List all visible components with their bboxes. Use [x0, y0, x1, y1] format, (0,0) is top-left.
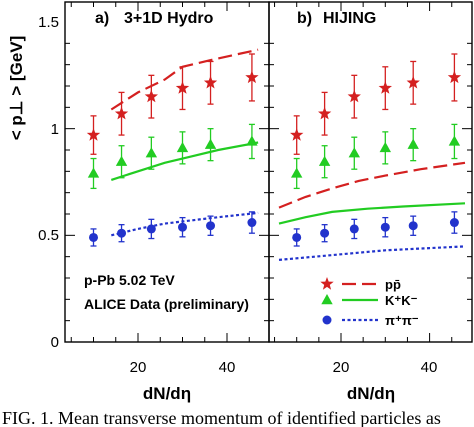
panel-a-label: a) — [95, 10, 109, 27]
pion-data-point — [89, 232, 98, 242]
pion-data-point — [349, 224, 359, 234]
kaon-data-point — [246, 135, 258, 146]
y-tick-label-1: 1 — [51, 121, 59, 138]
kaon-data-point — [379, 141, 391, 153]
proton-data-point — [290, 128, 304, 141]
panel-a-title: 3+1D Hydro — [124, 10, 214, 27]
proton-data-point — [318, 106, 332, 120]
pion-data-point — [247, 218, 257, 228]
pion-model-curve — [111, 211, 259, 237]
pion-data-point — [320, 228, 330, 238]
proton-model-curve — [278, 161, 466, 209]
pion-data-point — [146, 224, 156, 234]
pion-data-point — [178, 222, 187, 232]
panel-a-series — [86, 48, 259, 247]
kaon-data-point — [145, 147, 158, 158]
panel-b-x-tick-label-20: 20 — [333, 359, 350, 376]
panel-a-x-tick-label-40: 40 — [219, 359, 236, 376]
kaon-data-point — [291, 167, 303, 178]
pion-data-point — [449, 218, 459, 228]
proton-data-point — [144, 89, 158, 103]
kaon-data-point — [318, 155, 331, 166]
kaon-data-point — [204, 138, 217, 149]
pion-data-point — [380, 222, 390, 232]
panel-a-x-tick-label-20: 20 — [130, 359, 147, 376]
legend-symbol-proton — [320, 277, 378, 290]
panel-b-label: b) — [297, 10, 312, 27]
panel-b-x-axis-title: dN/dη — [347, 384, 395, 403]
y-tick-label-0: 0 — [51, 334, 59, 351]
proton-data-point — [447, 70, 462, 84]
kaon-model-curve — [278, 202, 466, 225]
data-source-note: ALICE Data (preliminary) — [84, 296, 249, 312]
proton-data-point — [114, 106, 129, 120]
proton-data-point — [347, 89, 361, 103]
proton-model-curve — [110, 48, 259, 111]
figure-caption: FIG. 1. Mean transverse momentum of iden… — [2, 408, 441, 427]
kaon-data-point — [448, 135, 461, 146]
kaon-data-point — [407, 138, 419, 149]
panel-b-title: HIJING — [323, 10, 376, 27]
legend-label-kaon: K⁺K⁻ — [385, 293, 418, 308]
kaon-data-point — [348, 147, 360, 158]
proton-data-point — [175, 81, 190, 94]
legend-symbol-kaon — [321, 294, 378, 305]
y-tick-label-1-5: 1.5 — [38, 14, 59, 31]
kaon-data-point — [176, 141, 189, 153]
proton-data-point — [378, 81, 392, 94]
collision-system-note: p-Pb 5.02 TeV — [84, 272, 175, 288]
pion-data-point — [117, 228, 127, 238]
panel-b-ticks — [269, 2, 472, 342]
panel-b-x-tick-label-40: 40 — [421, 359, 438, 376]
panel-a-x-axis-title: dN/dη — [143, 384, 191, 403]
kaon-data-point — [87, 167, 100, 178]
panel-b-frame — [268, 1, 473, 343]
legend-symbol-pion — [322, 315, 378, 325]
legend-marker — [321, 294, 333, 305]
proton-data-point — [406, 75, 420, 89]
panel-a-ticks — [65, 2, 269, 342]
proton-data-point — [203, 75, 218, 89]
pion-model-curve — [278, 245, 466, 261]
legend-label-pion: π⁺π⁻ — [385, 313, 419, 328]
proton-data-point — [86, 128, 101, 141]
legend-marker — [322, 315, 332, 325]
legend-marker — [320, 277, 334, 290]
y-axis-title: < p⊥ > [GeV] — [7, 36, 26, 141]
pion-data-point — [408, 221, 418, 231]
legend: pp̄ K⁺K⁻ π⁺π⁻ — [320, 277, 419, 328]
pion-data-point — [206, 221, 216, 231]
kaon-model-curve — [110, 141, 259, 181]
kaon-data-point — [115, 155, 128, 166]
y-tick-label-0-5: 0.5 — [38, 227, 59, 244]
legend-label-proton: pp̄ — [385, 277, 401, 292]
proton-data-point — [245, 70, 259, 84]
pion-data-point — [292, 232, 302, 242]
panel-b-series — [278, 53, 466, 261]
